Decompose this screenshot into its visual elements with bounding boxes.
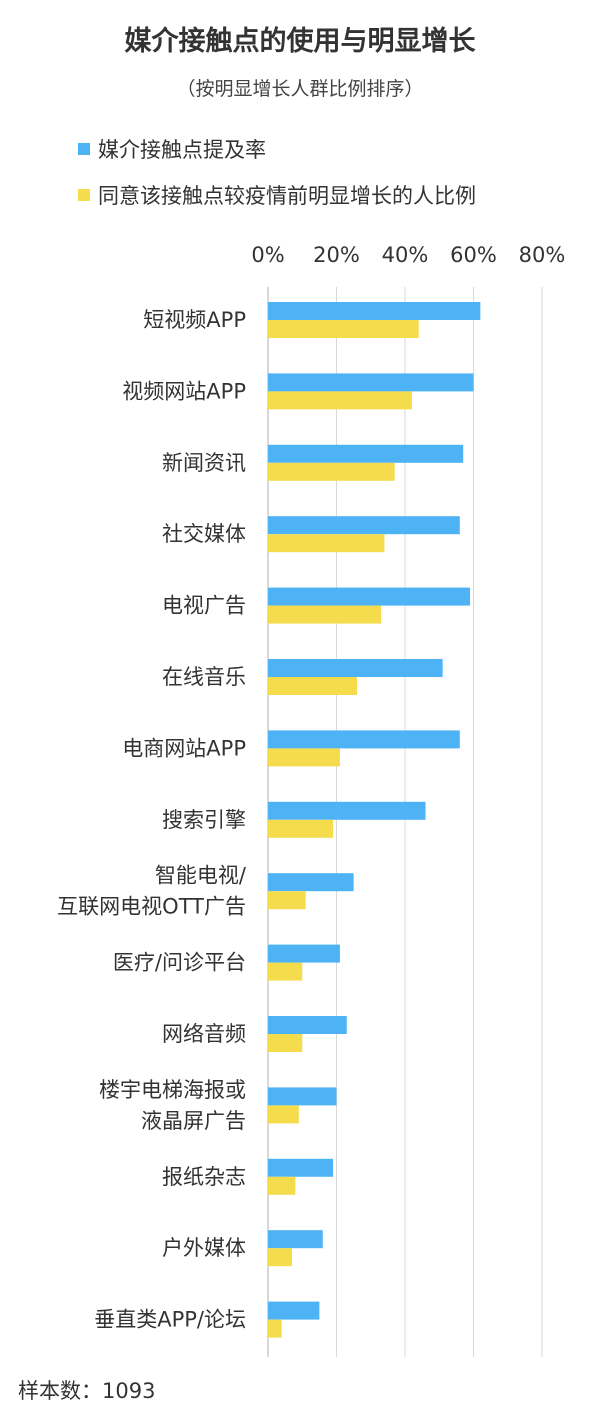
bar-mention-14 xyxy=(268,1301,320,1320)
category-label-10: 网络音频 xyxy=(162,1022,246,1046)
x-tick-label-20: 20% xyxy=(313,243,360,267)
chart-subtitle: （按明显增长人群比例排序） xyxy=(176,78,423,100)
category-label-12: 报纸杂志 xyxy=(162,1165,246,1189)
bar-growth-0 xyxy=(268,320,419,338)
bar-mention-4 xyxy=(268,587,471,606)
bar-growth-1 xyxy=(268,391,412,410)
category-label-7: 搜索引擎 xyxy=(162,808,246,832)
legend-swatch-mention xyxy=(78,143,90,155)
category-label-8-line-1: 互联网电视OTT广告 xyxy=(57,895,246,919)
bar-mention-6 xyxy=(268,730,460,749)
bar-growth-12 xyxy=(268,1176,296,1195)
category-label-8-line-0: 智能电视/ xyxy=(155,864,247,888)
category-label-11-line-1: 液晶屏广告 xyxy=(141,1109,246,1133)
bar-mention-13 xyxy=(268,1230,323,1249)
category-label-9: 医疗/问诊平台 xyxy=(113,951,246,975)
chart-title: 媒介接触点的使用与明显增长 xyxy=(125,25,477,57)
bar-growth-3 xyxy=(268,534,385,553)
bar-mention-9 xyxy=(268,944,340,963)
bar-growth-2 xyxy=(268,462,395,481)
bars xyxy=(268,302,481,1338)
bar-growth-8 xyxy=(268,891,306,910)
x-tick-label-60: 60% xyxy=(450,243,497,267)
bar-growth-7 xyxy=(268,819,334,838)
bar-mention-10 xyxy=(268,1016,347,1034)
category-label-4: 电视广告 xyxy=(162,594,246,618)
bar-mention-7 xyxy=(268,801,426,820)
x-axis-ticks: 0% 20% 40% 60% 80% xyxy=(251,243,565,267)
legend: 媒介接触点提及率 同意该接触点较疫情前明显增长的人比例 xyxy=(78,138,476,208)
bar-growth-13 xyxy=(268,1248,292,1267)
legend-label-growth: 同意该接触点较疫情前明显增长的人比例 xyxy=(98,184,476,208)
legend-label-mention: 媒介接触点提及率 xyxy=(98,138,266,162)
category-label-0: 短视频APP xyxy=(143,308,246,332)
category-label-14: 垂直类APP/论坛 xyxy=(94,1308,246,1332)
category-label-6: 电商网站APP xyxy=(122,736,246,760)
category-label-3: 社交媒体 xyxy=(162,522,246,546)
bar-mention-12 xyxy=(268,1158,334,1177)
bar-mention-5 xyxy=(268,659,443,677)
bar-growth-11 xyxy=(268,1105,299,1124)
bar-mention-2 xyxy=(268,444,464,463)
category-label-5: 在线音乐 xyxy=(162,665,246,689)
x-tick-label-0: 0% xyxy=(251,243,284,267)
bar-growth-10 xyxy=(268,1034,303,1052)
bar-growth-5 xyxy=(268,677,358,695)
category-label-1: 视频网站APP xyxy=(122,379,246,403)
bar-mention-11 xyxy=(268,1087,337,1106)
x-tick-label-80: 80% xyxy=(519,243,566,267)
bar-mention-1 xyxy=(268,373,474,392)
bar-growth-14 xyxy=(268,1319,282,1338)
bar-mention-8 xyxy=(268,873,354,892)
category-label-13: 户外媒体 xyxy=(162,1236,246,1260)
category-label-11-line-0: 楼宇电梯海报或 xyxy=(99,1078,246,1102)
bar-growth-4 xyxy=(268,605,382,624)
bar-growth-9 xyxy=(268,962,303,981)
legend-swatch-growth xyxy=(78,189,90,201)
sample-size-footer: 样本数：1093 xyxy=(18,1379,155,1403)
bar-mention-3 xyxy=(268,516,460,535)
category-label-2: 新闻资讯 xyxy=(162,451,246,475)
bar-growth-6 xyxy=(268,748,340,767)
bar-mention-0 xyxy=(268,302,481,320)
x-tick-label-40: 40% xyxy=(382,243,429,267)
